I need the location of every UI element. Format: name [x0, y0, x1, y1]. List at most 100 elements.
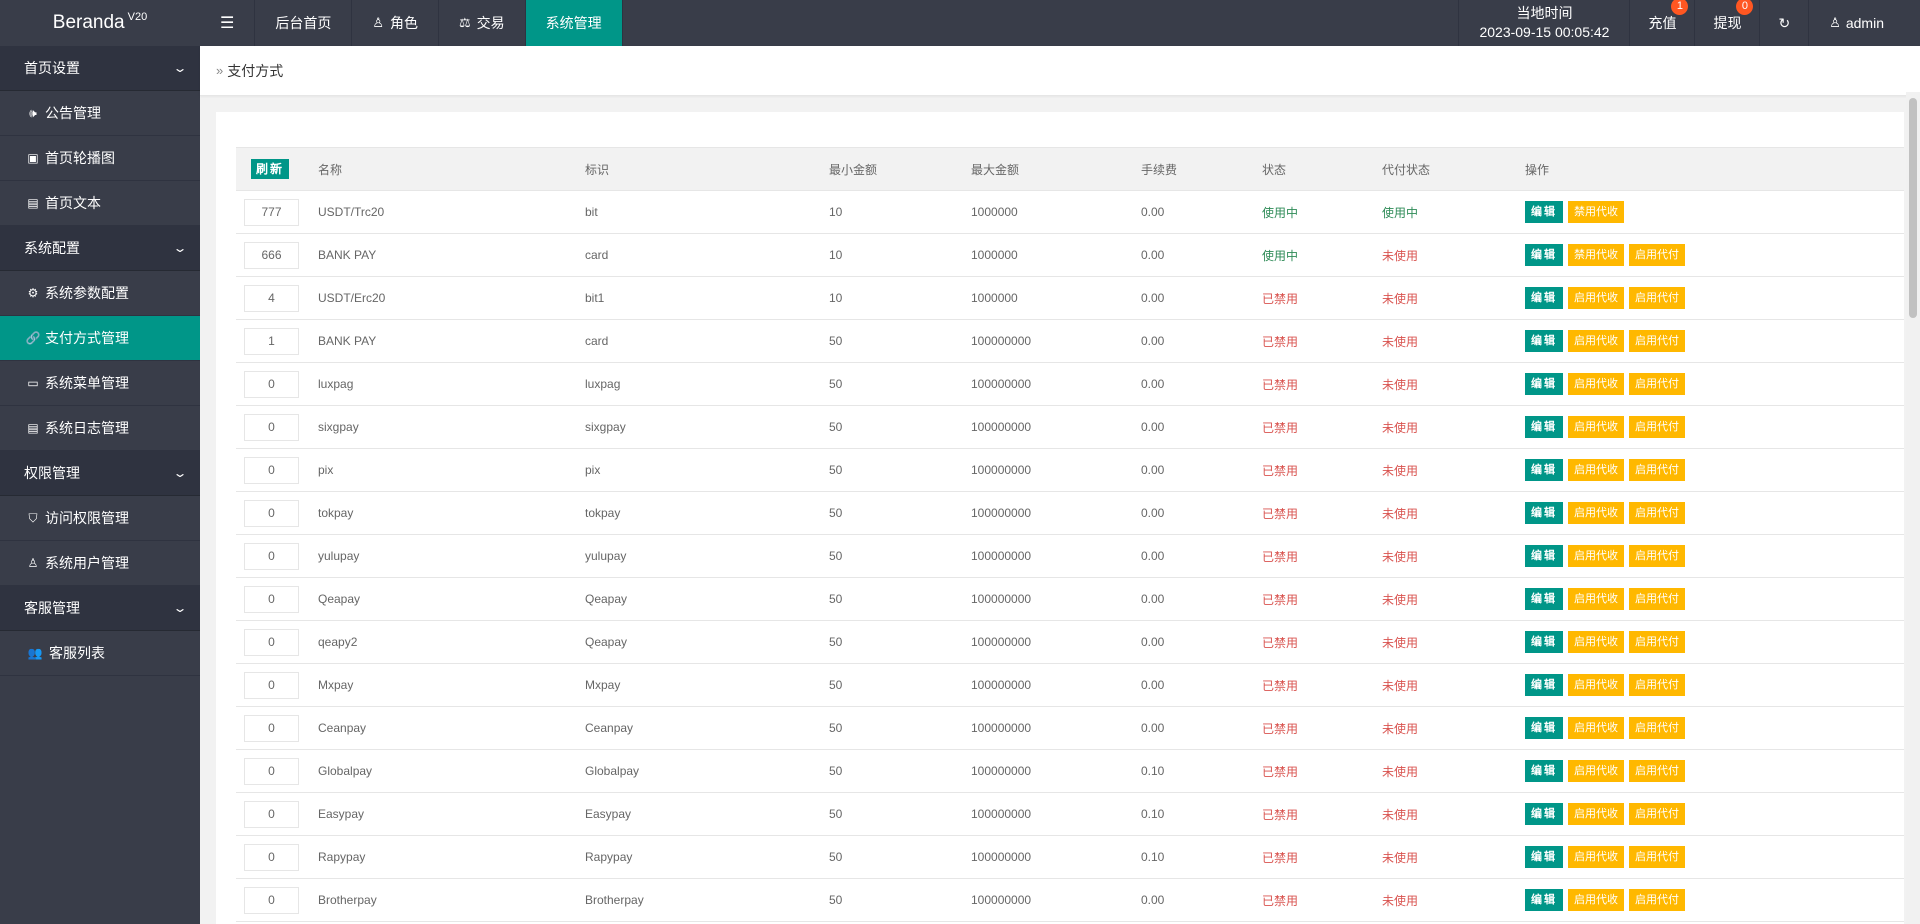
edit-button[interactable]: 编辑 [1525, 889, 1563, 911]
sidebar-group-customer-service[interactable]: 客服管理 ⌄ [0, 586, 200, 631]
edit-button[interactable]: 编辑 [1525, 502, 1563, 524]
toggle-action-button[interactable]: 启用代收 [1568, 502, 1624, 524]
toggle-action-button[interactable]: 启用代付 [1629, 588, 1685, 610]
toggle-action-button[interactable]: 启用代付 [1629, 889, 1685, 911]
toggle-action-button[interactable]: 启用代收 [1568, 373, 1624, 395]
chevron-down-icon: ⌄ [172, 466, 188, 480]
sidebar-item-announcements[interactable]: 🕪 公告管理 [0, 91, 200, 136]
topnav-item-home[interactable]: 后台首页 [255, 0, 353, 46]
page-scrollbar[interactable] [1906, 92, 1920, 924]
sidebar-item-home-text[interactable]: ▤ 首页文本 [0, 181, 200, 226]
topnav-item-roles[interactable]: ♙ 角色 [352, 0, 439, 46]
app-logo[interactable]: Beranda V20 [0, 0, 200, 46]
sort-order-input[interactable]: 0 [244, 370, 299, 398]
sidebar-item-system-menu[interactable]: ▭ 系统菜单管理 [0, 361, 200, 406]
sort-order-input[interactable]: 0 [244, 585, 299, 613]
edit-button[interactable]: 编辑 [1525, 416, 1563, 438]
sort-order-input[interactable]: 0 [244, 843, 299, 871]
refresh-table-button[interactable]: 刷新 [251, 159, 290, 179]
topnav-item-trade[interactable]: ⚖ 交易 [439, 0, 526, 46]
edit-button[interactable]: 编辑 [1525, 674, 1563, 696]
menu-toggle-button[interactable]: ☰ [200, 0, 256, 46]
sort-order-input[interactable]: 0 [244, 499, 299, 527]
toggle-action-button[interactable]: 启用代收 [1568, 545, 1624, 567]
edit-button[interactable]: 编辑 [1525, 373, 1563, 395]
max-amount-cell: 100000000 [959, 749, 1129, 793]
toggle-action-button[interactable]: 启用代收 [1568, 760, 1624, 782]
sidebar-group-system-config[interactable]: 系统配置 ⌄ [0, 226, 200, 271]
toggle-action-button[interactable]: 启用代付 [1629, 545, 1685, 567]
edit-button[interactable]: 编辑 [1525, 717, 1563, 739]
toggle-action-button[interactable]: 启用代付 [1629, 803, 1685, 825]
sort-order-input[interactable]: 4 [244, 284, 299, 312]
edit-button[interactable]: 编辑 [1525, 588, 1563, 610]
toggle-action-button[interactable]: 启用代付 [1629, 287, 1685, 309]
toggle-action-button[interactable]: 启用代付 [1629, 502, 1685, 524]
toggle-action-button[interactable]: 启用代收 [1568, 803, 1624, 825]
edit-button[interactable]: 编辑 [1525, 201, 1563, 223]
edit-button[interactable]: 编辑 [1525, 760, 1563, 782]
edit-button[interactable]: 编辑 [1525, 631, 1563, 653]
sort-order-input[interactable]: 0 [244, 542, 299, 570]
sort-order-input[interactable]: 0 [244, 800, 299, 828]
toggle-action-button[interactable]: 启用代收 [1568, 588, 1624, 610]
toggle-action-button[interactable]: 启用代收 [1568, 889, 1624, 911]
sidebar-group-home-settings[interactable]: 首页设置 ⌄ [0, 46, 200, 91]
toggle-action-button[interactable]: 启用代付 [1629, 717, 1685, 739]
topnav-item-system[interactable]: 系统管理 [525, 0, 623, 46]
edit-button[interactable]: 编辑 [1525, 803, 1563, 825]
edit-button[interactable]: 编辑 [1525, 287, 1563, 309]
toggle-action-button[interactable]: 启用代收 [1568, 459, 1624, 481]
sidebar-group-permissions[interactable]: 权限管理 ⌄ [0, 451, 200, 496]
sort-order-input[interactable]: 777 [244, 198, 299, 226]
edit-button[interactable]: 编辑 [1525, 545, 1563, 567]
toggle-action-button[interactable]: 启用代付 [1629, 674, 1685, 696]
withdraw-button[interactable]: 提现 0 [1694, 0, 1759, 46]
sort-order-input[interactable]: 0 [244, 671, 299, 699]
toggle-action-button[interactable]: 启用代付 [1629, 416, 1685, 438]
toggle-action-button[interactable]: 启用代收 [1568, 846, 1624, 868]
sidebar-item-system-logs[interactable]: ▤ 系统日志管理 [0, 406, 200, 451]
refresh-button[interactable]: ↻ [1759, 0, 1808, 46]
sort-order-input[interactable]: 0 [244, 456, 299, 484]
sidebar-item-carousel[interactable]: ▣ 首页轮播图 [0, 136, 200, 181]
toggle-action-button[interactable]: 启用代收 [1568, 287, 1624, 309]
sort-order-input[interactable]: 0 [244, 628, 299, 656]
sort-order-input[interactable]: 1 [244, 327, 299, 355]
sidebar-item-system-params[interactable]: ⚙ 系统参数配置 [0, 271, 200, 316]
sort-order-input[interactable]: 0 [244, 886, 299, 914]
sort-order-input[interactable]: 0 [244, 413, 299, 441]
toggle-action-button[interactable]: 启用代收 [1568, 631, 1624, 653]
edit-button[interactable]: 编辑 [1525, 244, 1563, 266]
toggle-action-button[interactable]: 启用代收 [1568, 330, 1624, 352]
toggle-action-button[interactable]: 禁用代收 [1568, 201, 1624, 223]
sort-order-input[interactable]: 0 [244, 714, 299, 742]
toggle-action-button[interactable]: 启用代付 [1629, 459, 1685, 481]
scrollbar-thumb[interactable] [1909, 98, 1917, 318]
code-cell: pix [573, 448, 817, 492]
edit-button[interactable]: 编辑 [1525, 846, 1563, 868]
edit-button[interactable]: 编辑 [1525, 459, 1563, 481]
toggle-action-button[interactable]: 启用代付 [1629, 760, 1685, 782]
toggle-action-button[interactable]: 启用代收 [1568, 674, 1624, 696]
edit-button[interactable]: 编辑 [1525, 330, 1563, 352]
sidebar-item-access-permissions[interactable]: ⛉ 访问权限管理 [0, 496, 200, 541]
toggle-action-button[interactable]: 禁用代收 [1568, 244, 1624, 266]
sidebar-item-system-users[interactable]: ♙ 系统用户管理 [0, 541, 200, 586]
sort-order-input[interactable]: 0 [244, 757, 299, 785]
toggle-action-button[interactable]: 启用代付 [1629, 631, 1685, 653]
toggle-action-button[interactable]: 启用代付 [1629, 373, 1685, 395]
toggle-action-button[interactable]: 启用代付 [1629, 244, 1685, 266]
toggle-action-button[interactable]: 启用代付 [1629, 330, 1685, 352]
sort-order-input[interactable]: 666 [244, 241, 299, 269]
recharge-badge: 1 [1671, 0, 1689, 15]
user-menu[interactable]: ♙ admin [1808, 0, 1920, 46]
chevron-down-icon: ⌄ [172, 601, 188, 615]
toggle-action-button[interactable]: 启用代收 [1568, 717, 1624, 739]
toggle-action-button[interactable]: 启用代付 [1629, 846, 1685, 868]
sidebar-item-service-list[interactable]: 👥 客服列表 [0, 631, 200, 676]
sidebar-item-payment-methods[interactable]: 🔗 支付方式管理 [0, 316, 200, 361]
recharge-button[interactable]: 充值 1 [1629, 0, 1694, 46]
payout-status-cell: 未使用 [1370, 706, 1513, 750]
toggle-action-button[interactable]: 启用代收 [1568, 416, 1624, 438]
